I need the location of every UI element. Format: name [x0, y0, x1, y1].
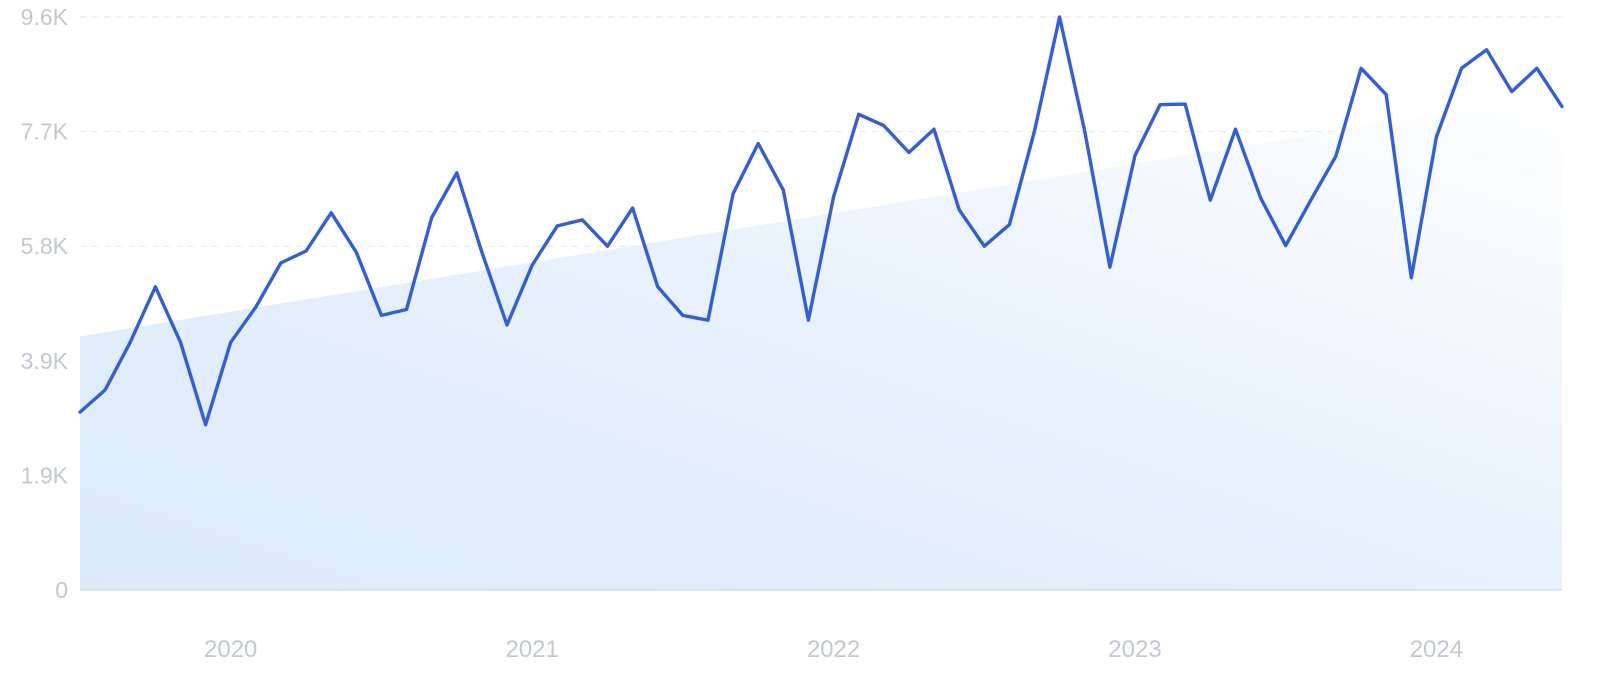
- trend-area: [80, 93, 1562, 590]
- y-axis-tick-labels: 0 1.9K 3.9K 5.8K 7.7K 9.6K: [21, 4, 69, 603]
- y-tick-label: 1.9K: [21, 462, 69, 488]
- x-axis-tick-labels: 2020 2021 2022 2023 2024: [204, 636, 1463, 663]
- y-tick-label: 9.6K: [21, 4, 69, 30]
- trend-area-fill: [80, 93, 1562, 590]
- y-tick-label: 0: [55, 577, 68, 603]
- y-tick-label: 7.7K: [21, 119, 69, 145]
- y-tick-label: 5.8K: [21, 233, 69, 259]
- y-tick-label: 3.9K: [21, 348, 69, 374]
- x-tick-label: 2024: [1410, 636, 1463, 663]
- series-line-group: [78, 15, 1564, 427]
- series-line-0: [78, 15, 1564, 427]
- x-tick-label: 2021: [505, 636, 558, 663]
- x-tick-label: 2020: [204, 636, 257, 663]
- x-tick-label: 2023: [1108, 636, 1161, 663]
- x-tick-label: 2022: [807, 636, 860, 663]
